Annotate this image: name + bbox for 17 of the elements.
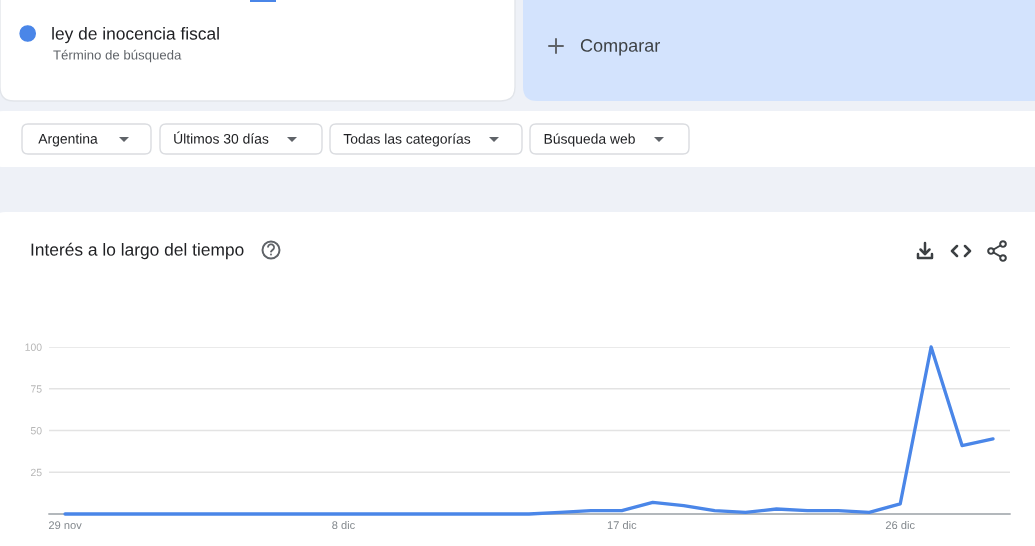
y-tick-label: 100 [25,343,42,351]
text: Comparar [580,39,660,56]
y-tick-label: 75 [31,385,42,393]
text: Todas las categorías [343,133,471,147]
text: Término de búsqueda [53,49,182,63]
text: Argentina [38,133,98,147]
chart-title: Interés a lo largo del tiempo [31,242,244,260]
x-tick-label: 17 dic [607,520,637,530]
y-tick-label: 25 [30,468,42,477]
text: Últimos 30 días [174,131,269,144]
x-tick-label: 26 dic [885,520,915,530]
x-tick-label: 29 nov [48,521,82,530]
text: Búsqueda web [544,133,635,147]
legend-label: ley de inocencia fiscal [52,27,219,44]
y-tick-label: 50 [30,427,42,435]
x-tick-label: 8 dic [332,520,355,530]
line-series [63,345,995,516]
